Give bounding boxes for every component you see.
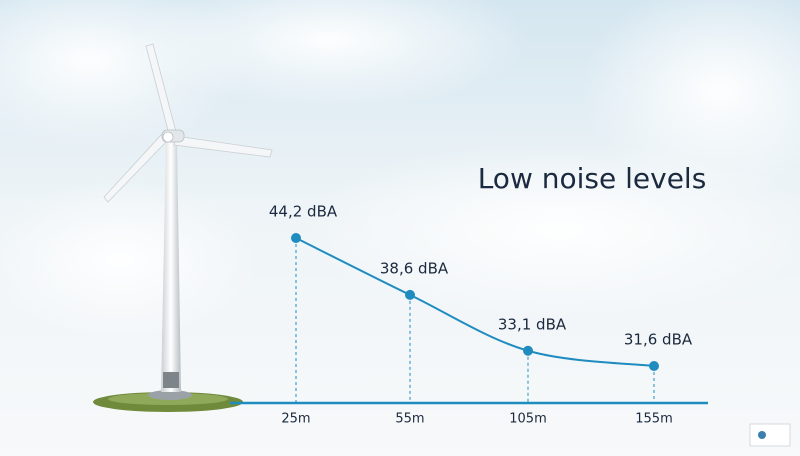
point <box>291 233 301 243</box>
clouds <box>0 0 800 340</box>
point <box>405 289 415 300</box>
x-tick-label: 25m <box>281 412 310 427</box>
value-label: 33,1 dBA <box>498 315 567 333</box>
x-tick-label: 155m <box>635 412 672 427</box>
x-tick-label: 55m <box>395 412 424 427</box>
point <box>649 361 659 371</box>
line <box>295 237 655 367</box>
point <box>523 345 533 356</box>
chart-title: Low noise levels <box>478 162 707 195</box>
value-label: 31,6 dBA <box>624 331 693 349</box>
logo <box>749 423 791 447</box>
x-tick-label: 105m <box>509 412 546 427</box>
value-label: 44,2 dBA <box>269 203 338 221</box>
value-label: 38,6 dBA <box>380 259 449 277</box>
wind-turbine <box>93 43 273 412</box>
